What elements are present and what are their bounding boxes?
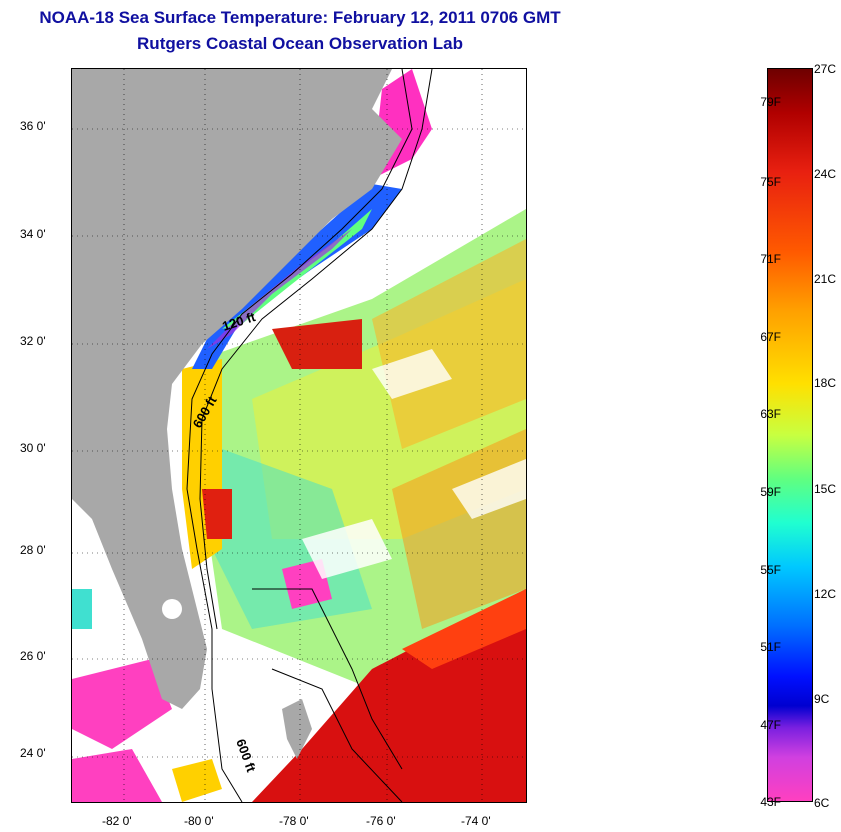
colorbar-c-6: 6C [814,796,830,810]
lat-label-30: 30 0' [20,441,46,455]
colorbar-c-21: 21C [814,272,837,286]
sst-map-svg: 120 ft 600 ft 600 ft [72,69,526,802]
lat-label-28: 28 0' [20,543,46,557]
lat-label-24: 24 0' [20,746,46,760]
lat-label-32: 32 0' [20,334,46,348]
lon-label-82: -82 0' [102,814,132,828]
colorbar-f-59: 59F [760,485,781,499]
graticule [72,69,526,802]
lon-label-78: -78 0' [279,814,309,828]
map-subtitle: Rutgers Coastal Ocean Observation Lab [137,34,463,53]
colorbar-f-43: 43F [760,795,781,809]
lon-label-80: -80 0' [184,814,214,828]
map-title: NOAA-18 Sea Surface Temperature: Februar… [39,8,561,27]
colorbar-c-15: 15C [814,482,837,496]
bathymetry-contours [186,69,433,802]
colorbar-f-67: 67F [760,330,781,344]
colorbar-c-9: 9C [814,692,830,706]
colorbar-f-51: 51F [760,640,781,654]
colorbar-f-71: 71F [760,252,781,266]
colorbar-f-47: 47F [760,718,781,732]
colorbar-c-27: 27C [814,62,837,76]
contour-label-600ft-south: 600 ft [233,737,259,775]
temperature-colorbar [767,68,813,802]
colorbar-c-24: 24C [814,167,837,181]
lat-label-36: 36 0' [20,119,46,133]
colorbar-f-55: 55F [760,563,781,577]
lat-label-34: 34 0' [20,227,46,241]
colorbar-c-12: 12C [814,587,837,601]
sst-field [72,69,526,802]
sst-map: 120 ft 600 ft 600 ft [71,68,527,803]
colorbar-f-63: 63F [760,407,781,421]
colorbar-f-79: 79F [760,95,781,109]
colorbar-f-75: 75F [760,175,781,189]
lon-label-74: -74 0' [461,814,491,828]
land-mass [72,69,402,759]
lon-label-76: -76 0' [366,814,396,828]
lat-label-26: 26 0' [20,649,46,663]
colorbar-c-18: 18C [814,376,837,390]
